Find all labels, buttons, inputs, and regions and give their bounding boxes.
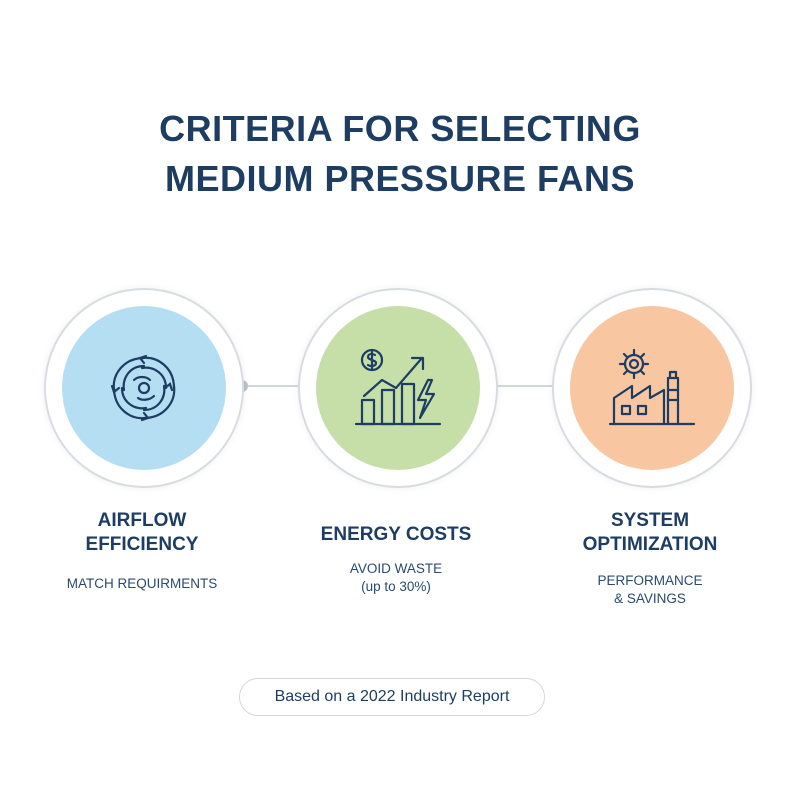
energy-circle — [298, 288, 498, 488]
airflow-disc — [62, 306, 226, 470]
system-sub-line-1: PERFORMANCE — [597, 573, 703, 588]
system-subtext: PERFORMANCE & SAVINGS — [530, 572, 770, 608]
title-line-2: MEDIUM PRESSURE FANS — [164, 158, 636, 199]
energy-subtext: AVOID WASTE (up to 30%) — [276, 560, 516, 596]
page-title: CRITERIA FOR SELECTING MEDIUM PRESSURE F… — [0, 104, 800, 204]
energy-cost-chart-icon — [354, 348, 442, 426]
connector-line-2 — [494, 385, 554, 387]
connector-line-1 — [240, 385, 300, 387]
airflow-circle — [44, 288, 244, 488]
airflow-sub-line-1: MATCH REQUIRMENTS — [66, 576, 218, 591]
factory-gear-icon — [608, 348, 696, 426]
system-label-line-1: SYSTEM — [610, 510, 690, 531]
system-label-line-2: OPTIMIZATION — [582, 534, 718, 555]
system-circle — [552, 288, 752, 488]
energy-label: ENERGY COSTS — [276, 523, 516, 547]
energy-sub-line-2: (up to 30%) — [361, 579, 431, 594]
energy-sub-line-1: AVOID WASTE — [349, 561, 443, 576]
airflow-label-line-1: AIRFLOW — [97, 510, 187, 531]
airflow-label: AIRFLOW EFFICIENCY — [22, 509, 262, 557]
airflow-swirl-icon — [110, 354, 176, 422]
airflow-label-line-2: EFFICIENCY — [85, 534, 199, 555]
source-note: Based on a 2022 Industry Report — [239, 678, 545, 716]
system-label: SYSTEM OPTIMIZATION — [530, 509, 770, 557]
airflow-subtext: MATCH REQUIRMENTS — [22, 575, 262, 593]
energy-disc — [316, 306, 480, 470]
title-line-1: CRITERIA FOR SELECTING — [159, 108, 641, 149]
energy-label-line-1: ENERGY COSTS — [320, 524, 472, 545]
system-sub-line-2: & SAVINGS — [614, 591, 686, 606]
system-disc — [570, 306, 734, 470]
